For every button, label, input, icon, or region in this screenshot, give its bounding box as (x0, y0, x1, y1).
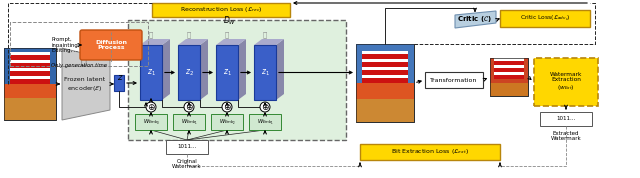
Polygon shape (140, 39, 170, 45)
FancyBboxPatch shape (211, 114, 243, 130)
FancyBboxPatch shape (249, 114, 281, 130)
FancyBboxPatch shape (4, 48, 56, 120)
FancyBboxPatch shape (534, 58, 598, 106)
Text: Critic ($\mathcal{C}$): Critic ($\mathcal{C}$) (458, 14, 493, 25)
FancyBboxPatch shape (500, 10, 590, 27)
FancyBboxPatch shape (356, 44, 414, 83)
Text: $\oplus$: $\oplus$ (223, 102, 232, 112)
FancyBboxPatch shape (356, 91, 414, 122)
FancyBboxPatch shape (114, 75, 124, 91)
FancyBboxPatch shape (166, 140, 208, 154)
FancyBboxPatch shape (135, 114, 167, 130)
Text: 1011...: 1011... (177, 145, 196, 150)
FancyBboxPatch shape (10, 55, 50, 60)
FancyBboxPatch shape (540, 112, 592, 126)
Text: Reconstruction Loss ($\mathcal{L}_{rec}$): Reconstruction Loss ($\mathcal{L}_{rec}$… (180, 6, 262, 14)
FancyBboxPatch shape (80, 30, 142, 60)
FancyBboxPatch shape (494, 75, 524, 79)
FancyBboxPatch shape (362, 75, 408, 78)
FancyBboxPatch shape (356, 44, 414, 122)
Text: Only generation time: Only generation time (51, 62, 107, 67)
Text: ⚿: ⚿ (149, 32, 153, 38)
Text: Bit Extraction Loss ($\mathcal{L}_{ext}$): Bit Extraction Loss ($\mathcal{L}_{ext}$… (391, 148, 469, 156)
FancyBboxPatch shape (362, 62, 408, 67)
FancyBboxPatch shape (425, 72, 483, 88)
FancyBboxPatch shape (178, 45, 200, 100)
Text: $W_{Emb_1}$: $W_{Emb_1}$ (180, 117, 197, 127)
Circle shape (260, 102, 270, 112)
Text: Frozen latent
encoder($\mathcal{E}$): Frozen latent encoder($\mathcal{E}$) (65, 77, 106, 93)
Polygon shape (254, 39, 284, 45)
Text: $\oplus$: $\oplus$ (184, 102, 193, 112)
Text: $z_1$: $z_1$ (223, 67, 232, 78)
Text: Diffusion
Process: Diffusion Process (95, 40, 127, 50)
Circle shape (146, 102, 156, 112)
FancyBboxPatch shape (494, 61, 524, 65)
FancyBboxPatch shape (216, 45, 238, 100)
FancyBboxPatch shape (356, 64, 414, 99)
FancyBboxPatch shape (10, 63, 50, 68)
FancyBboxPatch shape (494, 72, 524, 75)
FancyBboxPatch shape (360, 144, 500, 160)
Text: Prompt,
inpainting,
Editing, ...: Prompt, inpainting, Editing, ... (52, 37, 81, 53)
Text: $D_W$: $D_W$ (223, 15, 237, 27)
Polygon shape (200, 39, 208, 100)
FancyBboxPatch shape (490, 79, 528, 96)
FancyBboxPatch shape (10, 79, 50, 84)
Polygon shape (455, 11, 496, 28)
FancyBboxPatch shape (362, 67, 408, 70)
FancyBboxPatch shape (10, 76, 50, 79)
FancyBboxPatch shape (494, 65, 524, 68)
Text: Critic Loss($\mathcal{L}_{adv_c}$): Critic Loss($\mathcal{L}_{adv_c}$) (520, 14, 570, 23)
FancyBboxPatch shape (4, 48, 56, 84)
FancyBboxPatch shape (362, 54, 408, 59)
Polygon shape (62, 48, 110, 120)
Circle shape (184, 102, 194, 112)
FancyBboxPatch shape (128, 20, 346, 140)
Text: ⚿: ⚿ (187, 32, 191, 38)
Polygon shape (216, 39, 246, 45)
Text: $W_{Emb_1}$: $W_{Emb_1}$ (257, 117, 273, 127)
FancyBboxPatch shape (4, 66, 56, 98)
Polygon shape (238, 39, 246, 100)
Text: $z_1$: $z_1$ (260, 67, 269, 78)
Polygon shape (162, 39, 170, 100)
Text: Watermark
Extraction
($w_{Ext}$): Watermark Extraction ($w_{Ext}$) (550, 72, 582, 93)
Text: Original
Watermark: Original Watermark (172, 159, 202, 169)
FancyBboxPatch shape (490, 58, 528, 83)
Text: $W_{Emb_2}$: $W_{Emb_2}$ (219, 117, 236, 127)
Polygon shape (276, 39, 284, 100)
Text: ⚿: ⚿ (225, 32, 229, 38)
FancyBboxPatch shape (152, 3, 290, 17)
FancyBboxPatch shape (10, 71, 50, 76)
Text: Extracted
Watermark: Extracted Watermark (550, 131, 581, 141)
Text: $\oplus$: $\oplus$ (147, 102, 156, 112)
Text: 1011...: 1011... (556, 116, 575, 122)
FancyBboxPatch shape (10, 60, 50, 63)
Text: $z_1$: $z_1$ (147, 67, 156, 78)
FancyBboxPatch shape (10, 52, 50, 55)
FancyBboxPatch shape (362, 78, 408, 83)
FancyBboxPatch shape (490, 58, 528, 96)
Text: $W_{Emb_0}$: $W_{Emb_0}$ (143, 117, 159, 127)
FancyBboxPatch shape (362, 59, 408, 62)
FancyBboxPatch shape (362, 51, 408, 54)
Text: $z_2$: $z_2$ (184, 67, 193, 78)
Polygon shape (178, 39, 208, 45)
FancyBboxPatch shape (4, 91, 56, 120)
FancyBboxPatch shape (494, 58, 524, 61)
FancyBboxPatch shape (10, 68, 50, 71)
FancyBboxPatch shape (173, 114, 205, 130)
FancyBboxPatch shape (254, 45, 276, 100)
Text: $z$: $z$ (116, 74, 124, 82)
Text: Transformation: Transformation (430, 77, 477, 82)
FancyBboxPatch shape (362, 70, 408, 75)
Circle shape (222, 102, 232, 112)
Text: ⚿: ⚿ (80, 55, 86, 65)
FancyBboxPatch shape (494, 68, 524, 72)
Text: ⚿: ⚿ (263, 32, 267, 38)
FancyBboxPatch shape (140, 45, 162, 100)
Text: $\oplus$: $\oplus$ (260, 102, 269, 112)
